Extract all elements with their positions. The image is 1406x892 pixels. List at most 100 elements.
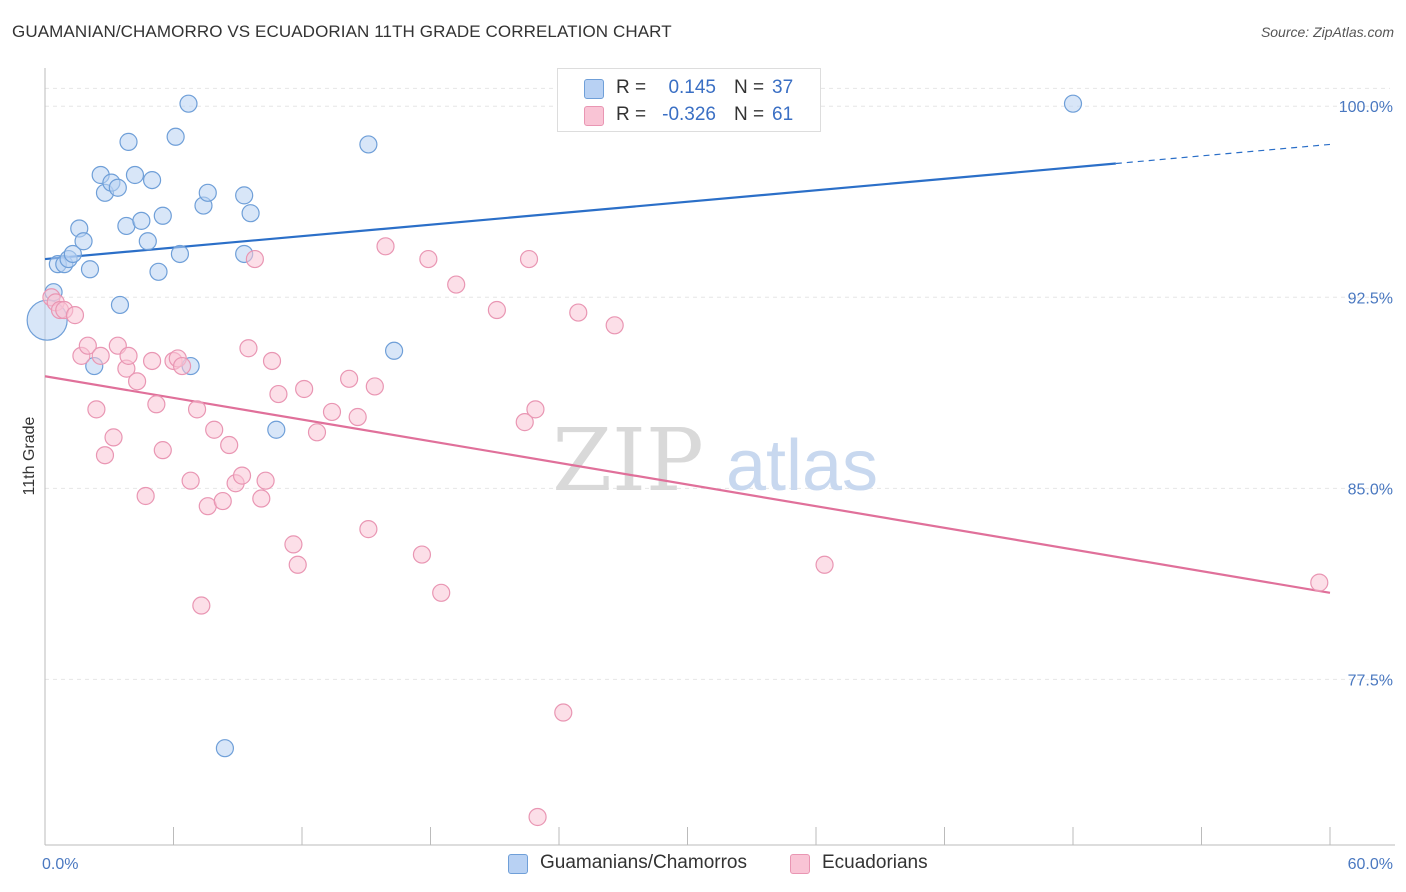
legend-swatch-pink [584,106,604,126]
bottom-legend-swatch-pink [790,854,810,874]
watermark-zip: ZIP [552,411,704,511]
ecuadorian-point [65,306,85,325]
ecuadorian-point [220,435,239,455]
ecuadorian-point [91,346,110,365]
legend-swatch-blue [584,79,604,99]
guamanian-point [215,739,234,758]
ecuadorian-point [192,596,211,615]
y-tick-label: 77.5% [1348,672,1393,689]
watermark-atlas: atlas [726,426,878,506]
ecuadorian-point [815,555,834,574]
guamanian-point [80,260,100,279]
ecuadorian-point [187,400,207,419]
ecuadorian-point [213,491,232,511]
ecuadorian-point [232,466,252,485]
ecuadorian-point [269,384,288,404]
trend-line-guamanian [44,162,1116,261]
ecuadorian-point [340,369,359,388]
guamanian-point [179,94,198,113]
ecuadorian-point [365,377,384,396]
y-tick-label: 100.0% [1339,99,1393,116]
guamanian-point [142,170,162,190]
ecuadorian-point [142,351,162,371]
bottom-legend-label: Ecuadorians [822,852,928,873]
ecuadorian-point [412,545,432,564]
ecuadorian-point [376,237,395,256]
legend-r-value: 0.145 [668,77,716,98]
guamanian-point [384,341,404,360]
guamanian-point [149,262,168,281]
y-tick-label: 85.0% [1348,481,1393,498]
legend-row-ecuadorians: R = -0.326 N = 61 [558,100,820,128]
y-axis-title: 11th Grade [21,416,38,495]
trend-line-guamanian-extension [1115,143,1331,165]
guamanian-point [153,206,172,225]
ecuadorian-point [147,395,166,414]
ecuadorian-point [262,351,282,371]
guamanian-point [110,295,130,315]
bottom-legend-label: Guamanians/Chamorros [540,852,747,873]
guamanian-point [267,420,286,439]
guamanian-point [198,183,217,202]
ecuadorian-point [127,372,147,391]
y-tick-label: 92.5% [1348,290,1393,307]
ecuadorian-point [239,339,258,358]
bottom-legend-swatch-blue [508,854,528,874]
guamanian-point [108,178,127,197]
guamanian-point [241,204,260,223]
legend-r-value: -0.326 [662,104,716,125]
guamanian-point [170,244,190,264]
guamanian-point [359,135,378,154]
grid-lines [45,87,1390,680]
legend-r-label: R = [616,77,647,98]
guamanian-point [125,165,145,185]
ecuadorian-point [181,471,200,490]
ecuadorian-point [95,446,115,465]
stats-legend: R = 0.145 N = 37 R = -0.326 N = 61 [557,68,821,132]
ecuadorian-point [359,520,378,539]
guamanian-point [166,127,185,146]
trend-line-ecuadorian [44,375,1331,594]
ecuadorian-point [487,300,506,320]
ecuadorian-point [605,316,624,335]
ecuadorian-point [153,441,172,460]
legend-n-label: N = [734,104,765,125]
ecuadorian-point [526,400,545,419]
ecuadorian-point [205,420,224,439]
ecuadorian-point [104,428,123,447]
ecuadorian-point [432,583,451,602]
ecuadorian-point [136,486,155,506]
ecuadorian-point [515,413,534,432]
ecuadorian-point [348,407,367,427]
guamanian-point [74,232,93,251]
x-tick-label: 0.0% [42,856,78,873]
ecuadorian-point [256,471,275,490]
data-points [26,94,1329,827]
trend-lines [44,143,1331,594]
source-credit: Source: ZipAtlas.com [1260,24,1394,40]
guamanian-point [132,211,151,230]
ecuadorian-point [569,303,588,322]
legend-r-label: R = [616,104,647,125]
ecuadorian-point [172,356,192,376]
axes [44,68,1395,846]
ecuadorian-point [78,336,97,355]
ecuadorian-point [554,703,573,722]
ecuadorian-point [288,555,307,574]
ecuadorian-point [419,249,438,269]
axis-labels: 77.5% 85.0% 92.5% 100.0% 0.0% 60.0% 11th Grade [21,99,1393,873]
ecuadorian-point [307,423,327,442]
guamanian-point [1063,94,1083,113]
legend-row-guamanians: R = 0.145 N = 37 [558,73,820,101]
ecuadorian-point [519,249,539,269]
guamanian-point [235,186,254,205]
ecuadorian-point [322,402,342,422]
ecuadorian-point [284,535,303,554]
legend-n-value: 61 [772,104,794,125]
ecuadorian-point [245,249,264,269]
ecuadorian-point [1310,573,1329,592]
chart-title: GUAMANIAN/CHAMORRO VS ECUADORIAN 11TH GR… [12,22,672,41]
ecuadorian-point [87,400,106,419]
watermark: ZIP atlas [552,411,878,511]
